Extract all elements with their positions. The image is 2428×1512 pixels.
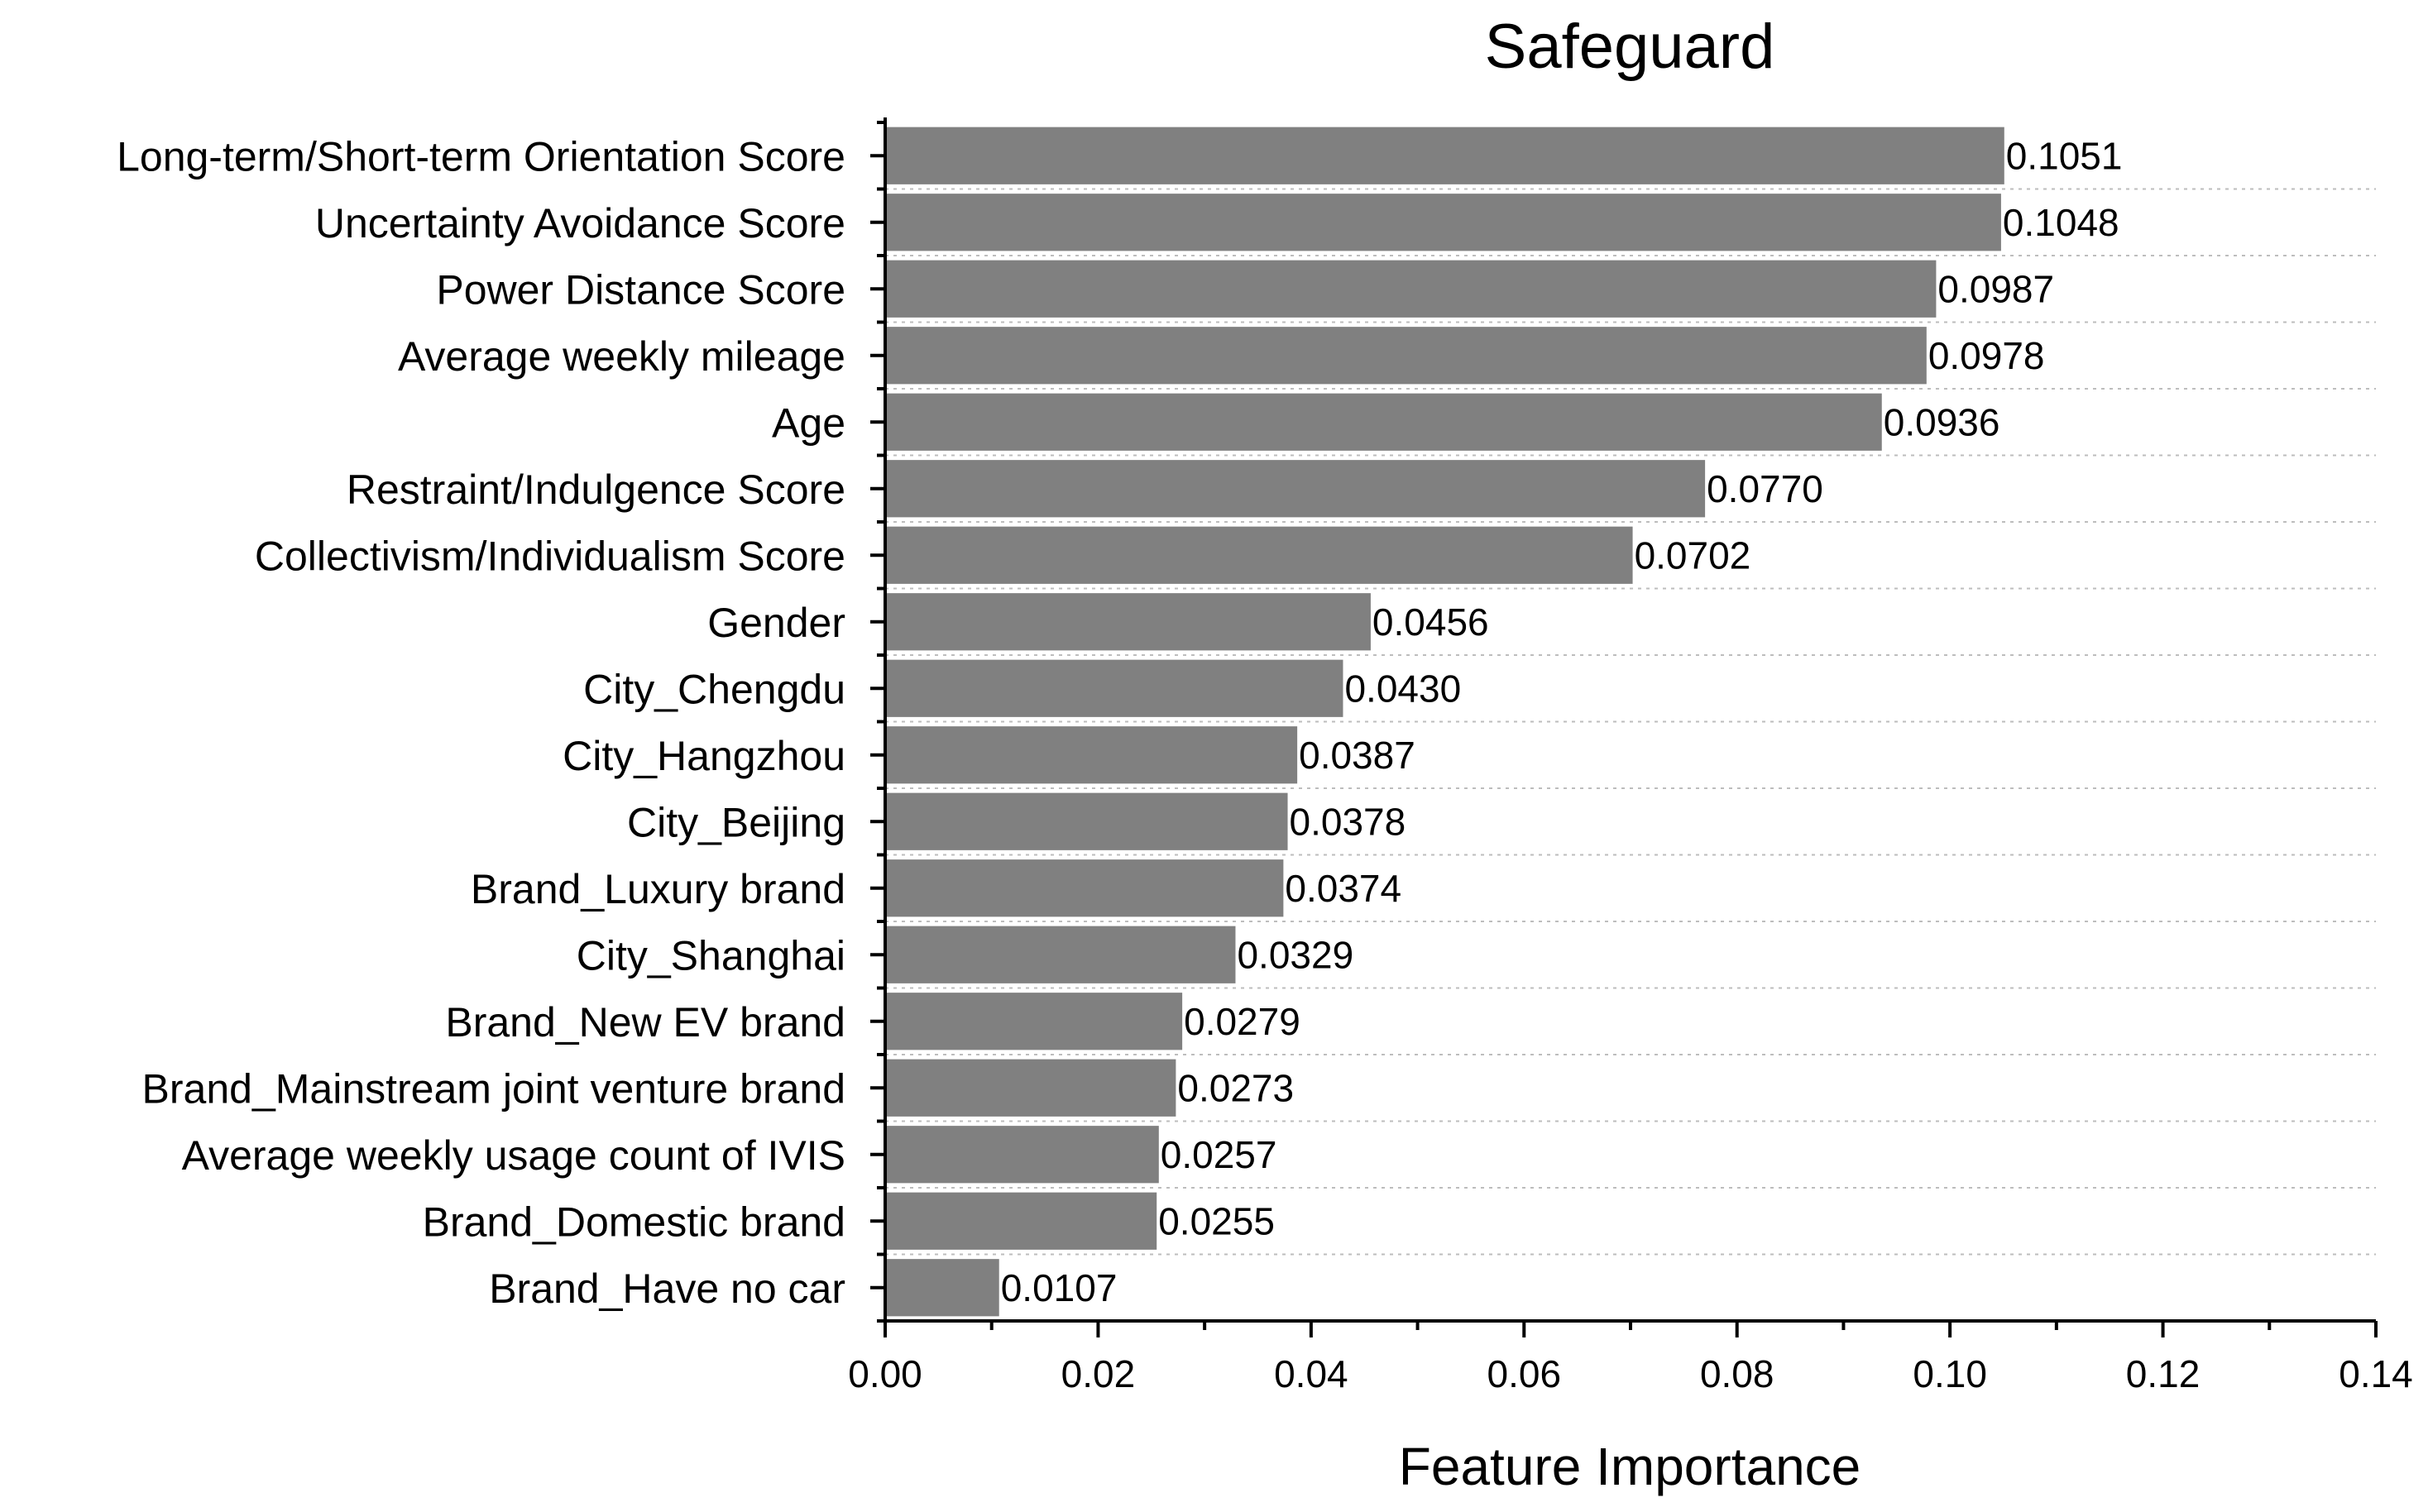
x-axis-title: Feature Importance xyxy=(1399,1437,1861,1496)
category-label: Age xyxy=(772,400,845,446)
value-label: 0.0279 xyxy=(1184,1000,1300,1043)
value-label: 0.0456 xyxy=(1372,600,1489,644)
value-labels: 0.1051 0.1048 0.0987 0.0978 0.0936 0.0770 0.07… xyxy=(1001,134,2123,1309)
x-tick-label: 0.10 xyxy=(1913,1352,1987,1395)
value-label: 0.0329 xyxy=(1237,933,1353,976)
bar xyxy=(885,327,1927,385)
bar xyxy=(885,260,1937,318)
bar xyxy=(885,127,2004,184)
category-label: Average weekly usage count of IVIS xyxy=(182,1132,845,1179)
value-label: 0.0936 xyxy=(1884,400,2000,443)
bar xyxy=(885,460,1706,518)
category-label: City_Shanghai xyxy=(577,932,845,978)
chart-title: Safeguard xyxy=(1485,12,1775,82)
bar xyxy=(885,926,1236,983)
category-label: Brand_Luxury brand xyxy=(471,866,845,912)
x-tick-label: 0.14 xyxy=(2339,1352,2413,1395)
category-label: Gender xyxy=(707,600,845,646)
category-label: Restraint/Indulgence Score xyxy=(347,467,845,513)
category-labels: Long-term/Short-term Orientation Score Un… xyxy=(117,133,845,1312)
x-tick-label: 0.02 xyxy=(1061,1352,1136,1395)
bar xyxy=(885,1059,1176,1117)
x-tick-label: 0.00 xyxy=(848,1352,922,1395)
category-label: Power Distance Score xyxy=(436,266,845,313)
value-label: 0.1051 xyxy=(2006,134,2123,177)
category-label: Brand_Mainstream joint venture brand xyxy=(142,1065,845,1112)
category-label: Uncertainty Avoidance Score xyxy=(315,200,845,246)
axes: 0.00 0.02 0.04 0.06 0.08 0.10 0.12 0.14 xyxy=(848,117,2413,1395)
category-label: Average weekly mileage xyxy=(398,333,845,380)
x-tick-label: 0.04 xyxy=(1274,1352,1348,1395)
value-label: 0.0107 xyxy=(1001,1266,1118,1309)
bar xyxy=(885,1192,1157,1250)
value-label: 0.0257 xyxy=(1161,1133,1277,1176)
value-label: 0.0387 xyxy=(1299,734,1415,777)
bar xyxy=(885,792,1288,850)
value-label: 0.0770 xyxy=(1707,467,1823,510)
value-label: 0.0987 xyxy=(1937,267,2054,310)
bar xyxy=(885,194,2001,251)
x-tick-label: 0.12 xyxy=(2126,1352,2201,1395)
category-label: Long-term/Short-term Orientation Score xyxy=(117,133,845,179)
bar xyxy=(885,859,1284,917)
value-label: 0.0374 xyxy=(1285,867,1401,910)
value-label: 0.0273 xyxy=(1177,1066,1294,1109)
value-label: 0.0430 xyxy=(1344,667,1461,710)
x-tick-label: 0.08 xyxy=(1700,1352,1774,1395)
bar xyxy=(885,726,1298,784)
value-label: 0.0702 xyxy=(1635,534,1751,577)
category-label: Collectivism/Individualism Score xyxy=(255,533,845,579)
category-label: Brand_New EV brand xyxy=(445,999,845,1045)
category-label: Brand_Have no car xyxy=(489,1266,845,1312)
bars xyxy=(885,127,2004,1317)
bar xyxy=(885,659,1343,717)
bar xyxy=(885,593,1371,651)
grid-lines xyxy=(885,188,2376,1256)
category-label: City_Hangzhou xyxy=(563,733,845,779)
value-label: 0.0255 xyxy=(1158,1199,1275,1242)
bar xyxy=(885,1126,1159,1184)
value-label: 0.0378 xyxy=(1290,800,1406,843)
bar xyxy=(885,393,1882,451)
value-label: 0.1048 xyxy=(2003,201,2119,244)
category-label: City_Chengdu xyxy=(583,666,845,712)
bar xyxy=(885,1259,999,1317)
bar xyxy=(885,993,1183,1050)
category-label: Brand_Domestic brand xyxy=(423,1199,845,1245)
x-tick-label: 0.06 xyxy=(1487,1352,1562,1395)
category-label: City_Beijing xyxy=(627,799,845,845)
value-label: 0.0978 xyxy=(1928,334,2045,377)
bar xyxy=(885,526,1633,584)
